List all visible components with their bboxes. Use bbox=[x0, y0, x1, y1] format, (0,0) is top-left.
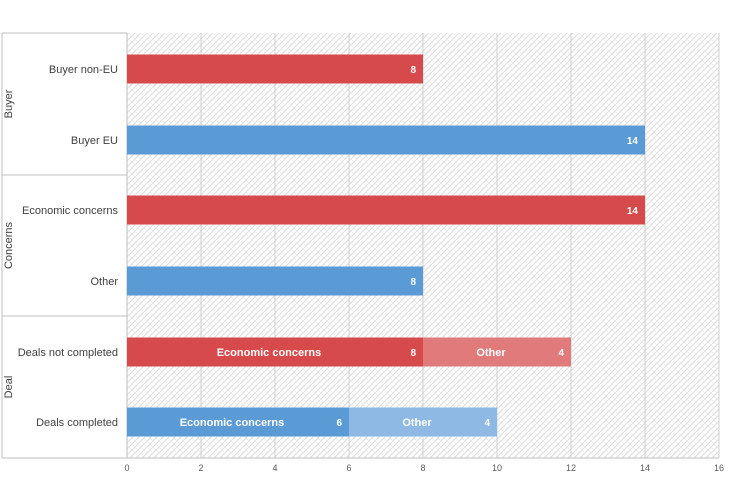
bar-segment bbox=[127, 195, 645, 225]
bar-segment-label: Economic concerns bbox=[217, 347, 322, 359]
bar-value-label: 8 bbox=[410, 65, 416, 76]
bar-segment bbox=[127, 266, 423, 296]
bar-value-label: 8 bbox=[410, 348, 416, 359]
group-label: Deal bbox=[3, 376, 15, 399]
x-tick-label: 4 bbox=[272, 463, 277, 473]
x-tick-label: 16 bbox=[714, 463, 724, 473]
category-frame bbox=[1, 32, 719, 459]
x-tick-label: 12 bbox=[566, 463, 576, 473]
bar-value-label: 14 bbox=[627, 206, 639, 217]
row-label: Economic concerns bbox=[22, 205, 118, 217]
row-label: Deals completed bbox=[36, 417, 118, 429]
row-label: Buyer EU bbox=[71, 135, 118, 147]
group-label: Concerns bbox=[3, 221, 15, 269]
x-tick-label: 10 bbox=[492, 463, 502, 473]
bar-value-label: 4 bbox=[558, 348, 564, 359]
group-label: Buyer bbox=[3, 89, 15, 118]
bar-value-label: 14 bbox=[627, 136, 639, 147]
row-label: Buyer non-EU bbox=[49, 64, 118, 76]
x-tick-label: 2 bbox=[198, 463, 203, 473]
row-label: Other bbox=[90, 276, 118, 288]
bar-segment bbox=[127, 54, 423, 84]
x-tick-label: 14 bbox=[640, 463, 650, 473]
bar-segment bbox=[127, 125, 645, 155]
bar-value-label: 8 bbox=[410, 277, 416, 288]
bar-segment bbox=[127, 407, 349, 437]
x-tick-label: 0 bbox=[124, 463, 129, 473]
x-tick-label: 8 bbox=[420, 463, 425, 473]
bar-segment-label: Other bbox=[476, 347, 506, 359]
bar-segment bbox=[423, 337, 571, 367]
bar-value-label: 6 bbox=[336, 418, 342, 429]
labels: 0 2 4 6 8 10 12 14 16 Buyer Buyer non-EU 8 Buyer EU 1… bbox=[3, 64, 724, 473]
bars bbox=[127, 54, 645, 437]
bar-segment-label: Other bbox=[402, 417, 432, 429]
bar-value-label: 4 bbox=[484, 418, 490, 429]
bar-segment-label: Economic concerns bbox=[180, 417, 285, 429]
bar-segment bbox=[127, 337, 423, 367]
row-label: Deals not completed bbox=[18, 347, 118, 359]
x-tick-label: 6 bbox=[346, 463, 351, 473]
bar-segment bbox=[349, 407, 497, 437]
